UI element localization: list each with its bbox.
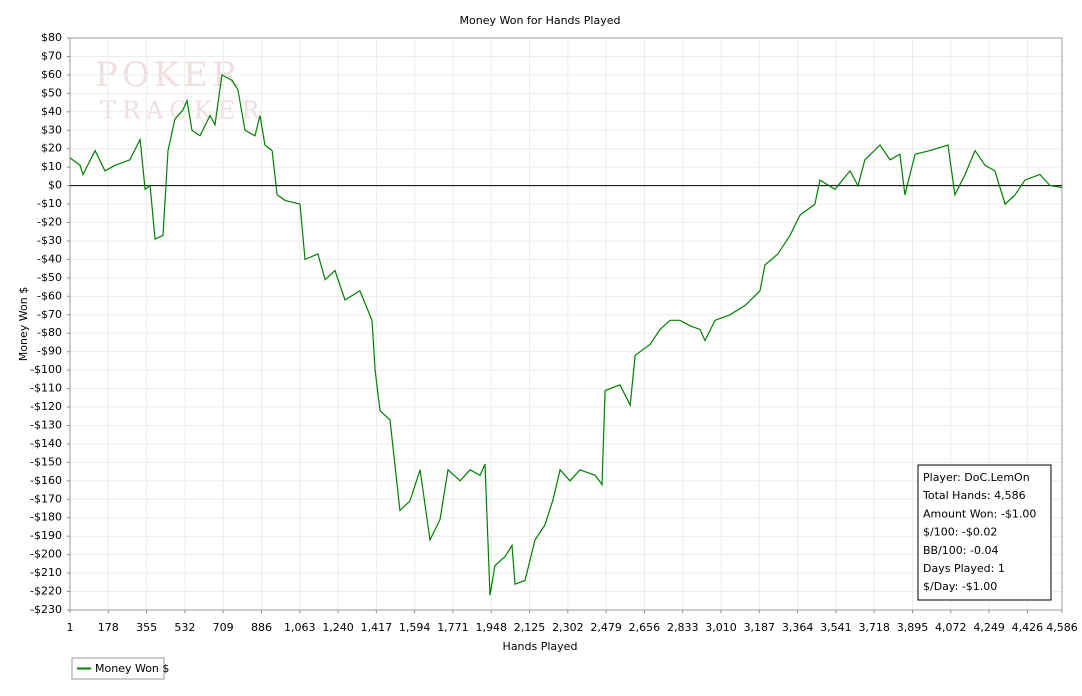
y-tick-label: -$140	[30, 437, 62, 450]
y-tick-label: -$170	[30, 492, 62, 505]
y-tick-label: -$200	[30, 548, 62, 561]
y-tick-label: -$210	[30, 566, 62, 579]
y-tick-label: -$30	[37, 234, 62, 247]
info-line: $/100: -$0.02	[923, 526, 997, 539]
x-tick-label: 2,302	[552, 621, 584, 634]
legend-box	[71, 657, 165, 680]
x-tick-label: 2,833	[667, 621, 699, 634]
info-line: BB/100: -0.04	[923, 544, 998, 557]
y-tick-label: -$10	[37, 197, 62, 210]
x-tick-label: 3,541	[820, 621, 852, 634]
y-tick-label: -$180	[30, 511, 62, 524]
info-box	[917, 464, 1052, 601]
watermark: TRACKER	[100, 97, 265, 125]
y-tick-label: $0	[48, 179, 62, 192]
x-tick-label: 1,240	[322, 621, 354, 634]
x-tick-label: 886	[251, 621, 272, 634]
y-tick-label: $80	[41, 31, 62, 44]
y-tick-label: $10	[41, 160, 62, 173]
info-line: Player: DoC.LemOn	[923, 471, 1030, 484]
y-tick-label: $30	[41, 123, 62, 136]
plot-border	[69, 37, 1063, 611]
y-tick-label: -$90	[37, 345, 62, 358]
x-tick-label: 2,656	[629, 621, 661, 634]
x-tick-label: 1,417	[361, 621, 393, 634]
x-tick-label: 4,586	[1046, 621, 1078, 634]
y-tick-label: -$50	[37, 271, 62, 284]
y-tick-label: -$60	[37, 289, 62, 302]
x-tick-label: 532	[174, 621, 195, 634]
x-tick-label: 2,479	[590, 621, 622, 634]
x-tick-label: 3,010	[705, 621, 737, 634]
y-tick-label: -$230	[30, 603, 62, 616]
x-tick-label: 1,594	[399, 621, 431, 634]
y-tick-label: $40	[41, 105, 62, 118]
x-tick-label: 3,364	[782, 621, 814, 634]
x-axis-label: Hands Played	[503, 640, 578, 653]
x-tick-label: 3,718	[858, 621, 890, 634]
x-tick-label: 355	[136, 621, 157, 634]
y-tick-label: -$70	[37, 308, 62, 321]
y-tick-label: -$100	[30, 363, 62, 376]
y-tick-label: $70	[41, 49, 62, 62]
x-tick-label: 3,187	[744, 621, 776, 634]
x-tick-label: 2,125	[514, 621, 546, 634]
x-tick-label: 709	[213, 621, 234, 634]
y-tick-label: $50	[41, 86, 62, 99]
y-tick-label: -$40	[37, 252, 62, 265]
y-tick-label: -$130	[30, 418, 62, 431]
x-tick-label: 4,249	[973, 621, 1005, 634]
y-tick-label: $20	[41, 142, 62, 155]
x-tick-label: 4,072	[935, 621, 967, 634]
chart-title: Money Won for Hands Played	[460, 14, 621, 27]
x-tick-label: 4,426	[1012, 621, 1044, 634]
x-tick-label: 1,948	[475, 621, 507, 634]
y-tick-label: $60	[41, 68, 62, 81]
x-tick-label: 1,063	[284, 621, 316, 634]
info-line: Total Hands: 4,586	[922, 489, 1026, 502]
y-tick-label: -$20	[37, 216, 62, 229]
plot-background	[70, 38, 1062, 610]
y-tick-label: -$110	[30, 382, 62, 395]
y-tick-label: -$220	[30, 585, 62, 598]
x-tick-label: 1,771	[437, 621, 469, 634]
y-tick-label: -$150	[30, 455, 62, 468]
y-tick-label: -$120	[30, 400, 62, 413]
y-tick-label: -$160	[30, 474, 62, 487]
x-tick-label: 178	[98, 621, 119, 634]
info-line: $/Day: -$1.00	[923, 580, 997, 593]
x-tick-label: 1	[67, 621, 74, 634]
x-tick-label: 3,895	[897, 621, 929, 634]
y-axis-label: Money Won $	[17, 287, 30, 361]
y-tick-label: -$80	[37, 326, 62, 339]
legend-label: Money Won $	[95, 662, 169, 675]
series-line	[69, 73, 1063, 596]
info-line: Amount Won: -$1.00	[923, 507, 1036, 520]
info-line: Days Played: 1	[923, 562, 1005, 575]
y-tick-label: -$190	[30, 529, 62, 542]
